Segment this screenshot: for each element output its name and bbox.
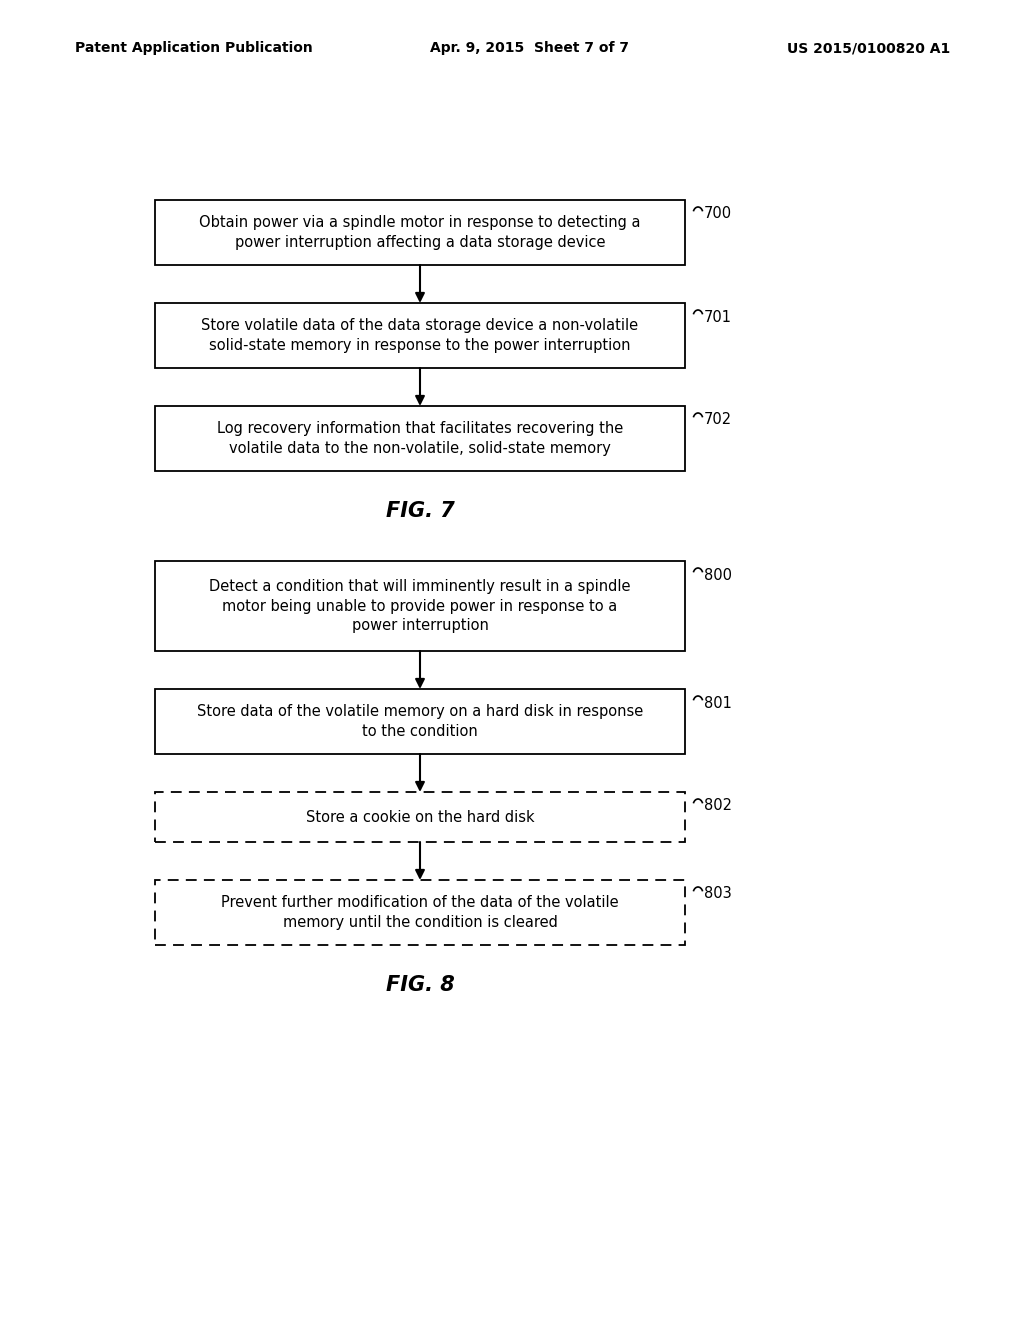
Text: 800: 800 <box>705 568 732 582</box>
Bar <box>155 792 685 842</box>
Text: 702: 702 <box>705 412 732 428</box>
Text: Detect a condition that will imminently result in a spindle
motor being unable t: Detect a condition that will imminently … <box>209 578 631 634</box>
Bar <box>155 407 685 471</box>
Text: FIG. 8: FIG. 8 <box>386 975 455 995</box>
Text: Store volatile data of the data storage device a non-volatile
solid-state memory: Store volatile data of the data storage … <box>202 318 639 352</box>
Bar <box>155 689 685 754</box>
Text: Patent Application Publication: Patent Application Publication <box>75 41 312 55</box>
Text: Prevent further modification of the data of the volatile
memory until the condit: Prevent further modification of the data… <box>221 895 618 929</box>
Text: Store a cookie on the hard disk: Store a cookie on the hard disk <box>306 809 535 825</box>
Text: 700: 700 <box>705 206 732 222</box>
Text: US 2015/0100820 A1: US 2015/0100820 A1 <box>786 41 950 55</box>
Text: Apr. 9, 2015  Sheet 7 of 7: Apr. 9, 2015 Sheet 7 of 7 <box>430 41 629 55</box>
Text: 701: 701 <box>705 309 732 325</box>
Bar <box>155 304 685 368</box>
Bar <box>155 201 685 265</box>
Text: 801: 801 <box>705 696 732 710</box>
Bar <box>155 880 685 945</box>
Bar <box>155 561 685 651</box>
Text: Store data of the volatile memory on a hard disk in response
to the condition: Store data of the volatile memory on a h… <box>197 704 643 739</box>
Text: 803: 803 <box>705 887 732 902</box>
Text: Log recovery information that facilitates recovering the
volatile data to the no: Log recovery information that facilitate… <box>217 421 624 455</box>
Text: FIG. 7: FIG. 7 <box>386 502 455 521</box>
Text: 802: 802 <box>705 799 732 813</box>
Text: Obtain power via a spindle motor in response to detecting a
power interruption a: Obtain power via a spindle motor in resp… <box>200 215 641 249</box>
